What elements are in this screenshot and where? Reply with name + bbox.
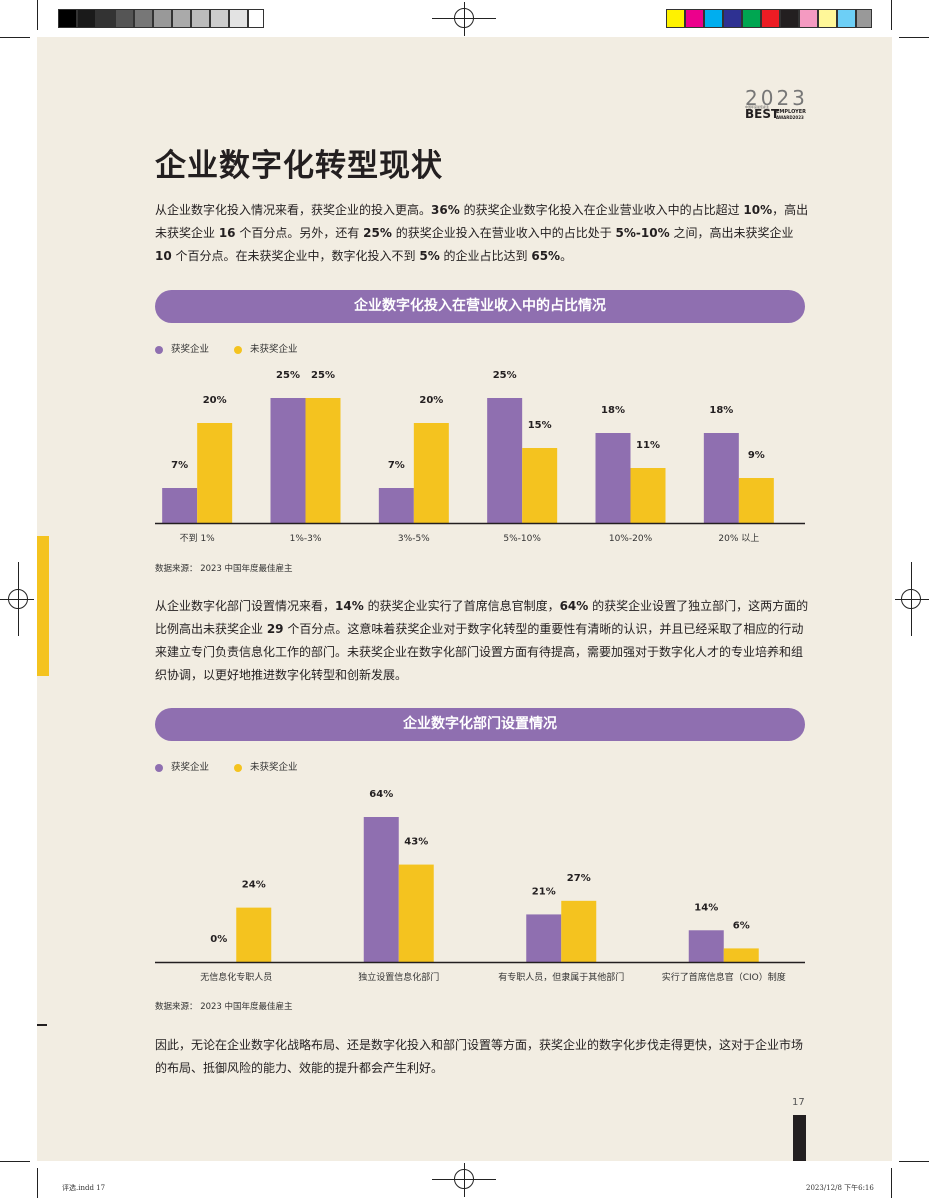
legend-award: 获奖企业 (155, 341, 209, 355)
bar-award-2 (526, 914, 562, 962)
bar-non-award-3 (723, 948, 759, 962)
bar-non-award-2 (413, 423, 449, 523)
bar-award-0 (162, 488, 198, 523)
chart1-svg: 7% 20% 不到 1% 25% 25% 1%-3% 7% 20% 3%-5% 25% 15% 5%-… (155, 370, 805, 544)
bar-award-2 (378, 488, 414, 523)
data-label-non-award-2: 20% (419, 395, 443, 406)
bar-non-award-1 (398, 864, 434, 962)
legend-non-award: 未获奖企业 (234, 759, 298, 773)
data-label-award-2: 7% (388, 460, 405, 471)
data-label-non-award-3: 15% (528, 420, 552, 431)
data-label-award-1: 25% (276, 370, 300, 381)
data-label-non-award-4: 11% (636, 440, 660, 451)
chart2-legend: 获奖企业 未获奖企业 (155, 759, 320, 773)
data-label-non-award-3: 6% (733, 920, 750, 931)
category-label-4: 10%-20% (609, 534, 653, 544)
category-label-1: 1%-3% (290, 534, 322, 544)
chart2-title: 企业数字化部门设置情况 (155, 708, 805, 741)
chart2-svg: 0% 24% 无信息化专职人员 64% 43% 独立设置信息化部门 21% 27% 有专职人员，… (155, 789, 805, 983)
data-label-award-2: 21% (532, 886, 556, 897)
bar-non-award-0 (197, 423, 233, 523)
bar-award-1 (363, 817, 399, 962)
middle-paragraph: 从企业数字化部门设置情况来看，14% 的获奖企业实行了首席信息官制度，64% 的… (155, 599, 809, 682)
chart1-title: 企业数字化投入在营业收入中的占比情况 (155, 290, 805, 323)
chart2-source: 数据来源： 2023 中国年度最佳雇主 (155, 1002, 293, 1012)
conclusion-paragraph: 因此，无论在企业数字化战略布局、还是数字化投入和部门设置等方面，获奖企业的数字化… (155, 1038, 804, 1075)
data-label-non-award-2: 27% (567, 873, 591, 884)
page (37, 37, 892, 1161)
category-label-2: 有专职人员，但隶属于其他部门 (498, 971, 624, 983)
bar-non-award-2 (561, 900, 597, 962)
data-label-award-4: 18% (601, 405, 625, 416)
bar-non-award-0 (236, 907, 272, 962)
side-tab-yellow (37, 536, 49, 676)
bar-award-3 (487, 398, 523, 523)
slug-file: 评选.indd 17 (62, 1184, 106, 1192)
data-label-non-award-1: 43% (404, 837, 428, 848)
category-label-0: 不到 1% (180, 532, 216, 544)
data-label-non-award-0: 20% (203, 395, 227, 406)
chart1-legend: 获奖企业 未获奖企业 (155, 341, 320, 355)
data-label-non-award-1: 25% (311, 370, 335, 381)
bar-award-1 (270, 398, 306, 523)
category-label-0: 无信息化专职人员 (200, 971, 272, 983)
bar-non-award-1 (305, 398, 341, 523)
data-label-award-0: 7% (171, 460, 188, 471)
category-label-3: 实行了首席信息官（CIO）制度 (662, 971, 786, 983)
data-label-award-5: 18% (709, 405, 733, 416)
page-number: 17 (792, 1097, 805, 1108)
data-label-non-award-5: 9% (748, 450, 765, 461)
data-label-non-award-0: 24% (242, 880, 266, 891)
bar-award-3 (688, 930, 724, 962)
chart1-source: 数据来源： 2023 中国年度最佳雇主 (155, 564, 293, 574)
slug-date: 2023/12/8 下午6:16 (806, 1184, 874, 1192)
legend-non-award: 未获奖企业 (234, 341, 298, 355)
best-employer-logo: 2023 中国年度最佳雇主 BEST EMPLOYER AWARD2023 (745, 86, 808, 121)
page-title: 企业数字化转型现状 (155, 148, 443, 184)
intro-paragraph: 从企业数字化投入情况来看，获奖企业的投入更高。36% 的获奖企业数字化投入在企业… (155, 203, 809, 263)
data-label-award-0: 0% (210, 934, 227, 945)
bar-non-award-5 (738, 478, 774, 523)
data-label-award-3: 14% (694, 902, 718, 913)
bar-award-4 (595, 433, 631, 523)
category-label-3: 5%-10% (503, 534, 541, 544)
data-label-award-3: 25% (493, 370, 517, 381)
side-tab-line (37, 1024, 47, 1026)
data-label-award-1: 64% (369, 789, 393, 800)
category-label-2: 3%-5% (398, 534, 430, 544)
bar-non-award-4 (630, 468, 666, 523)
bar-non-award-3 (522, 448, 558, 523)
category-label-1: 独立设置信息化部门 (358, 971, 439, 983)
legend-award: 获奖企业 (155, 759, 209, 773)
page-number-tab (793, 1115, 806, 1161)
bar-award-5 (703, 433, 739, 523)
category-label-5: 20% 以上 (718, 533, 759, 544)
